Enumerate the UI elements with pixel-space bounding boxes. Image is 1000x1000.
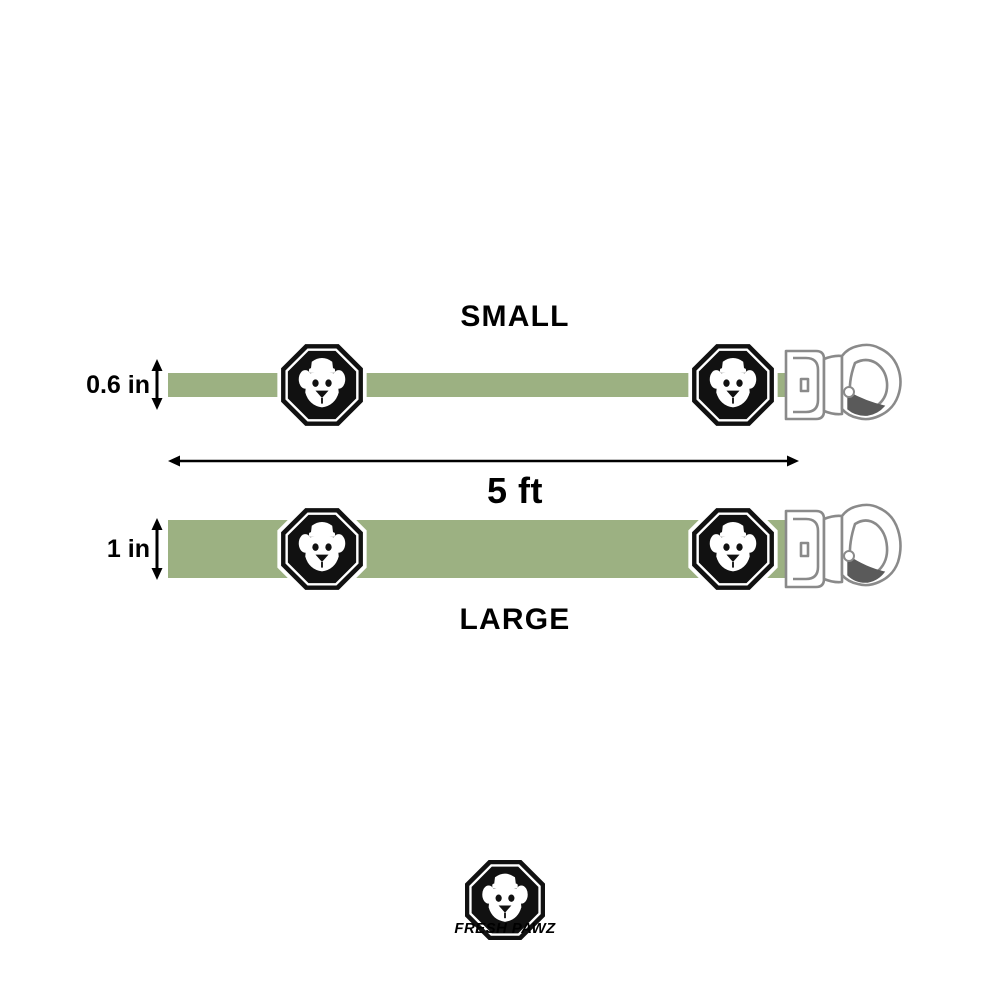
large-width-label: 1 in: [106, 535, 150, 563]
large-badge-left-fresh-pawz-dog-badge-icon: [277, 504, 367, 594]
large-height-arrow-icon: [151, 518, 163, 580]
small-clasp-rivet: [843, 386, 855, 398]
length-measurement-label: 5 ft: [487, 470, 543, 511]
small-size-title: SMALL: [460, 300, 570, 333]
brand-wordmark: FRESH PAWZ: [454, 920, 556, 937]
large-clasp-gate: [847, 554, 886, 583]
fresh-pawz-octagon-logo-icon: [461, 856, 549, 944]
large-clasp-swivel-snap-hook-icon: [784, 503, 902, 589]
length-horizontal-double-arrow-icon: [168, 455, 799, 467]
small-badge-left-fresh-pawz-dog-badge-icon: [277, 340, 367, 430]
small-width-label: 0.6 in: [86, 371, 150, 399]
small-strap-webbing: [168, 373, 808, 397]
large-clasp-rivet: [843, 550, 855, 562]
large-badge-right-fresh-pawz-dog-badge-icon: [688, 504, 778, 594]
small-badge-right-fresh-pawz-dog-badge-icon: [688, 340, 778, 430]
small-clasp-swivel-snap-hook-icon: [784, 343, 902, 421]
small-clasp-gate: [847, 390, 886, 416]
large-strap-webbing: [168, 520, 808, 578]
large-size-title: LARGE: [459, 603, 571, 636]
small-height-arrow-icon: [151, 359, 163, 410]
